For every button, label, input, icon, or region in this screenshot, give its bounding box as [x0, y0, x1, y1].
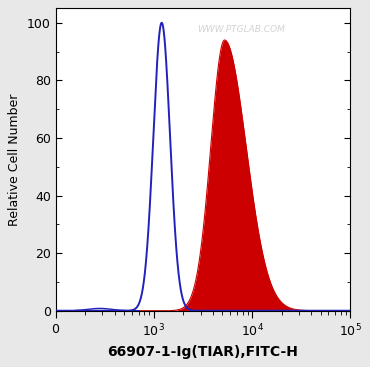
Text: WWW.PTGLAB.COM: WWW.PTGLAB.COM — [197, 25, 285, 34]
Y-axis label: Relative Cell Number: Relative Cell Number — [9, 93, 21, 226]
X-axis label: 66907-1-Ig(TIAR),FITC-H: 66907-1-Ig(TIAR),FITC-H — [108, 345, 298, 359]
